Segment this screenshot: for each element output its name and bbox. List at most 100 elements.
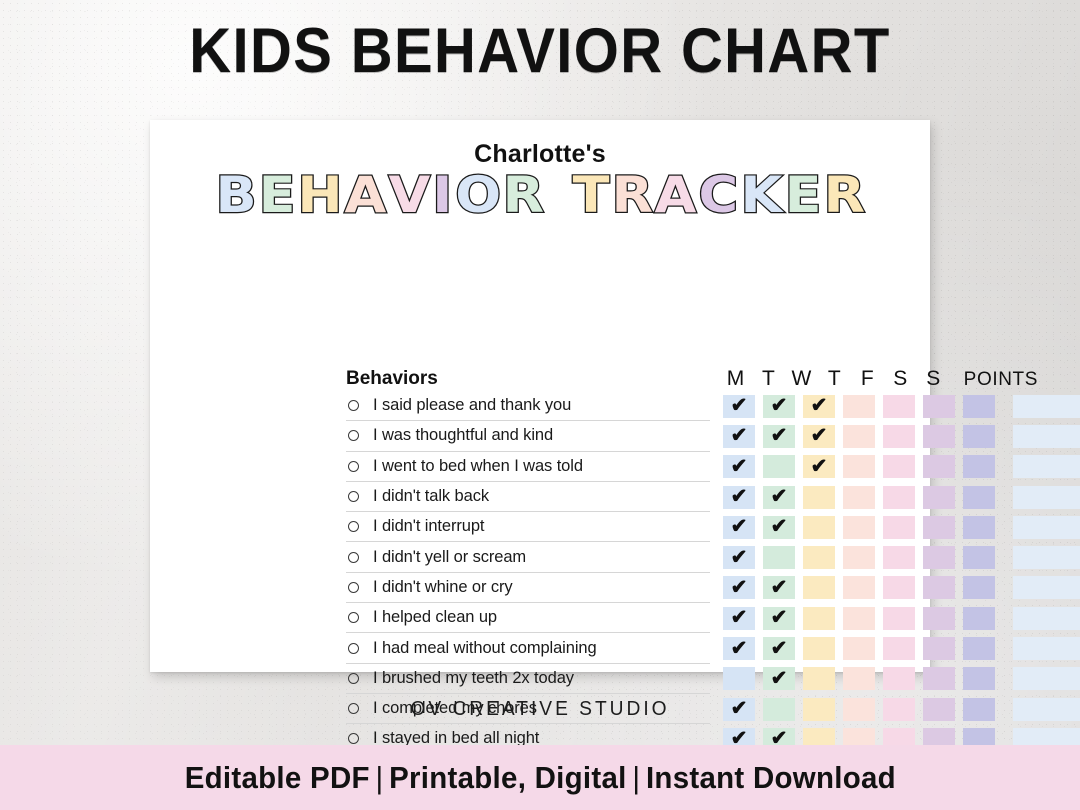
check-cell[interactable]: ✔ — [883, 546, 915, 570]
circle-bullet-icon[interactable] — [348, 430, 359, 442]
check-cell[interactable]: ✔ — [883, 455, 915, 479]
check-cell[interactable]: ✔ — [723, 576, 755, 600]
points-cell[interactable] — [1013, 485, 1080, 509]
check-cell[interactable]: ✔ — [883, 697, 915, 721]
check-cell[interactable]: ✔ — [923, 576, 955, 600]
check-cell[interactable]: ✔ — [843, 455, 875, 479]
check-cell[interactable]: ✔ — [883, 667, 915, 691]
check-cell[interactable]: ✔ — [803, 606, 835, 630]
check-cell[interactable]: ✔ — [763, 667, 795, 691]
check-cell[interactable]: ✔ — [843, 667, 875, 691]
check-cell[interactable]: ✔ — [923, 424, 955, 448]
check-cell[interactable]: ✔ — [763, 576, 795, 600]
check-cell[interactable]: ✔ — [963, 637, 995, 661]
points-cell[interactable] — [1013, 637, 1080, 661]
check-cell[interactable]: ✔ — [803, 667, 835, 691]
check-cell[interactable]: ✔ — [963, 576, 995, 600]
check-cell[interactable]: ✔ — [963, 667, 995, 691]
check-cell[interactable]: ✔ — [843, 637, 875, 661]
check-cell[interactable]: ✔ — [843, 697, 875, 721]
check-cell[interactable]: ✔ — [923, 606, 955, 630]
points-cell[interactable] — [1013, 546, 1080, 570]
check-cell[interactable]: ✔ — [723, 515, 755, 539]
points-cell[interactable] — [1013, 576, 1080, 600]
check-cell[interactable]: ✔ — [883, 394, 915, 418]
check-cell[interactable]: ✔ — [763, 546, 795, 570]
check-cell[interactable]: ✔ — [923, 667, 955, 691]
check-cell[interactable]: ✔ — [963, 606, 995, 630]
check-cell[interactable]: ✔ — [723, 546, 755, 570]
check-cell[interactable]: ✔ — [963, 394, 995, 418]
check-cell[interactable]: ✔ — [963, 485, 995, 509]
check-cell[interactable]: ✔ — [723, 485, 755, 509]
check-cell[interactable]: ✔ — [883, 485, 915, 509]
circle-bullet-icon[interactable] — [348, 491, 359, 503]
check-cell[interactable]: ✔ — [803, 394, 835, 418]
check-cell[interactable]: ✔ — [883, 606, 915, 630]
check-cell[interactable]: ✔ — [723, 606, 755, 630]
check-cell[interactable]: ✔ — [763, 637, 795, 661]
check-cell[interactable]: ✔ — [883, 424, 915, 448]
circle-bullet-icon[interactable] — [348, 733, 359, 745]
check-cell[interactable]: ✔ — [843, 394, 875, 418]
points-cell[interactable] — [1013, 606, 1080, 630]
check-cell[interactable]: ✔ — [803, 424, 835, 448]
check-cell[interactable]: ✔ — [763, 394, 795, 418]
check-cell[interactable]: ✔ — [763, 455, 795, 479]
check-cell[interactable]: ✔ — [843, 576, 875, 600]
check-cell[interactable]: ✔ — [763, 515, 795, 539]
check-cell[interactable]: ✔ — [763, 697, 795, 721]
check-cell[interactable]: ✔ — [723, 637, 755, 661]
check-cell[interactable]: ✔ — [803, 455, 835, 479]
check-cell[interactable]: ✔ — [803, 697, 835, 721]
check-cell[interactable]: ✔ — [923, 515, 955, 539]
check-cell[interactable]: ✔ — [803, 546, 835, 570]
circle-bullet-icon[interactable] — [348, 642, 359, 654]
check-cell[interactable]: ✔ — [803, 637, 835, 661]
points-cell[interactable] — [1013, 697, 1080, 721]
check-cell[interactable]: ✔ — [923, 485, 955, 509]
circle-bullet-icon[interactable] — [348, 581, 359, 593]
check-cell[interactable]: ✔ — [723, 455, 755, 479]
points-cell[interactable] — [1013, 515, 1080, 539]
check-cell[interactable]: ✔ — [843, 606, 875, 630]
check-cell[interactable]: ✔ — [723, 424, 755, 448]
check-cell[interactable]: ✔ — [963, 455, 995, 479]
circle-bullet-icon[interactable] — [348, 400, 359, 412]
points-cell[interactable] — [1013, 424, 1080, 448]
check-cell[interactable]: ✔ — [763, 485, 795, 509]
circle-bullet-icon[interactable] — [348, 703, 359, 715]
check-cell[interactable]: ✔ — [883, 637, 915, 661]
circle-bullet-icon[interactable] — [348, 672, 359, 684]
circle-bullet-icon[interactable] — [348, 521, 359, 533]
circle-bullet-icon[interactable] — [348, 612, 359, 624]
check-cell[interactable]: ✔ — [883, 515, 915, 539]
check-cell[interactable]: ✔ — [923, 546, 955, 570]
circle-bullet-icon[interactable] — [348, 460, 359, 472]
check-cell[interactable]: ✔ — [883, 576, 915, 600]
circle-bullet-icon[interactable] — [348, 551, 359, 563]
check-cell[interactable]: ✔ — [803, 485, 835, 509]
check-cell[interactable]: ✔ — [963, 424, 995, 448]
points-cell[interactable] — [1013, 394, 1080, 418]
check-cell[interactable]: ✔ — [923, 394, 955, 418]
check-cell[interactable]: ✔ — [723, 697, 755, 721]
check-cell[interactable]: ✔ — [923, 455, 955, 479]
check-cell[interactable]: ✔ — [923, 697, 955, 721]
check-cell[interactable]: ✔ — [843, 485, 875, 509]
check-cell[interactable]: ✔ — [723, 667, 755, 691]
check-cell[interactable]: ✔ — [923, 637, 955, 661]
check-cell[interactable]: ✔ — [843, 546, 875, 570]
check-cell[interactable]: ✔ — [763, 606, 795, 630]
check-cell[interactable]: ✔ — [963, 515, 995, 539]
check-cell[interactable]: ✔ — [803, 515, 835, 539]
check-cell[interactable]: ✔ — [963, 546, 995, 570]
check-cell[interactable]: ✔ — [723, 394, 755, 418]
check-cell[interactable]: ✔ — [763, 424, 795, 448]
check-cell[interactable]: ✔ — [843, 424, 875, 448]
points-cell[interactable] — [1013, 667, 1080, 691]
check-cell[interactable]: ✔ — [963, 697, 995, 721]
check-cell[interactable]: ✔ — [803, 576, 835, 600]
points-cell[interactable] — [1013, 455, 1080, 479]
check-cell[interactable]: ✔ — [843, 515, 875, 539]
